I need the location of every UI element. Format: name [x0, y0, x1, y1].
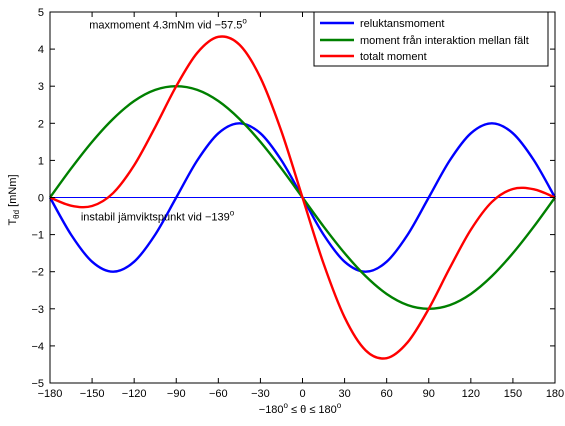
x-tick-label: 150 [504, 388, 522, 400]
x-tick-label: 180 [546, 388, 564, 400]
x-tick-label: 90 [423, 388, 435, 400]
x-tick-label: −180 [38, 388, 63, 400]
x-tick-label: −60 [209, 388, 228, 400]
axes-layer: −180 −150 −120 −90 −60 −30 0 30 60 90 120 150 180−5−… [31, 7, 564, 400]
x-tick-label: −120 [122, 388, 147, 400]
y-tick-label: −4 [31, 341, 44, 353]
y-tick-label: 1 [38, 155, 44, 167]
series-total-moment [49, 35, 556, 360]
annotation-max-moment: maxmoment 4.3mNm vid −57.5o [89, 17, 247, 32]
y-tick-label: 4 [38, 44, 44, 56]
y-axis-label: Tθd [mNm] [7, 174, 21, 225]
x-tick-label: 60 [381, 388, 393, 400]
x-tick-label: 30 [338, 388, 350, 400]
legend: reluktansmoment moment från interaktion … [313, 11, 549, 67]
y-tick-label: −3 [31, 304, 44, 316]
y-tick-label: 5 [38, 7, 44, 19]
legend-label-interaction: moment från interaktion mellan fält [360, 35, 529, 47]
x-tick-label: 0 [299, 388, 305, 400]
x-tick-label: 120 [462, 388, 480, 400]
annotation-unstable-point: instabil jämviktspunkt vid −139o [81, 209, 235, 224]
y-tick-label: 0 [38, 193, 44, 205]
legend-label-reluktansmoment: reluktansmoment [360, 18, 444, 30]
x-axis-label: −180o ≤ θ ≤ 180o [259, 401, 342, 416]
x-tick-label: −90 [167, 388, 186, 400]
y-tick-label: 2 [38, 118, 44, 130]
x-tick-label: −30 [251, 388, 270, 400]
y-tick-label: −2 [31, 267, 44, 279]
y-tick-label: −1 [31, 230, 44, 242]
legend-label-total: totalt moment [360, 51, 427, 63]
y-tick-label: −5 [31, 378, 44, 390]
x-tick-label: −150 [80, 388, 105, 400]
y-tick-label: 3 [38, 81, 44, 93]
series-layer [48, 35, 557, 360]
